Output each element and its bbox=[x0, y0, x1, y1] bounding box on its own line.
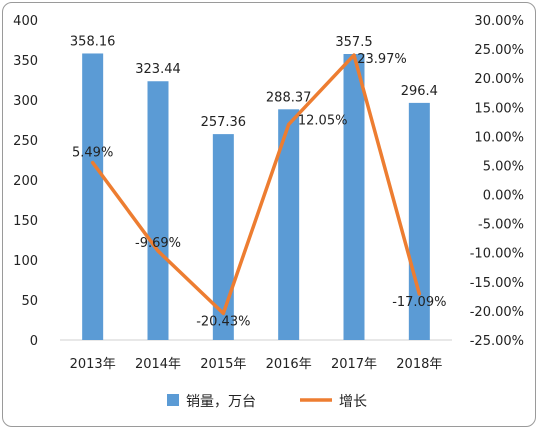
right-tick-label: 5.00% bbox=[483, 159, 524, 174]
left-tick-label: 50 bbox=[21, 294, 38, 309]
growth-value-label: -17.09% bbox=[392, 295, 446, 310]
growth-value-label: 23.97% bbox=[357, 52, 407, 67]
right-tick-label: 25.00% bbox=[474, 43, 524, 58]
left-tick-label: 400 bbox=[13, 14, 38, 29]
growth-point bbox=[221, 311, 225, 315]
legend: 销量，万台 增长 bbox=[167, 394, 367, 410]
right-tick-label: -15.00% bbox=[470, 276, 524, 291]
growth-line bbox=[90, 53, 422, 316]
right-tick-label: -5.00% bbox=[478, 218, 524, 233]
growth-value-label: 12.05% bbox=[298, 113, 348, 128]
growth-point bbox=[156, 249, 160, 253]
growth-point bbox=[287, 122, 291, 126]
x-axis: 2013年 2014年 2015年 2016年 2017年 2018年 bbox=[70, 357, 443, 372]
right-tick-label: 10.00% bbox=[474, 130, 524, 145]
x-tick-label: 2017年 bbox=[331, 357, 377, 372]
growth-point bbox=[417, 292, 421, 296]
bar-value-label: 358.16 bbox=[70, 34, 116, 49]
sales-bar bbox=[212, 134, 234, 340]
left-tick-label: 300 bbox=[13, 94, 38, 109]
right-y-axis: -25.00% -20.00% -15.00% -10.00% -5.00% 0.00% 5… bbox=[470, 14, 524, 349]
legend-bar-label: 销量，万台 bbox=[186, 394, 256, 410]
right-tick-label: 20.00% bbox=[474, 72, 524, 87]
growth-value-label: -20.43% bbox=[196, 314, 250, 329]
legend-line-label: 增长 bbox=[339, 394, 367, 410]
data-labels: 358.16 323.44 257.36 288.37 357.5 296.4 5.49% -… bbox=[70, 34, 447, 329]
left-tick-label: 150 bbox=[13, 214, 38, 229]
bar-value-label: 257.36 bbox=[201, 115, 247, 130]
right-tick-label: -20.00% bbox=[470, 305, 524, 320]
right-tick-label: 15.00% bbox=[474, 101, 524, 116]
sales-bar bbox=[147, 81, 169, 341]
growth-point bbox=[91, 161, 95, 165]
right-tick-label: -10.00% bbox=[470, 247, 524, 262]
sales-bars bbox=[82, 53, 430, 341]
growth-value-label: 5.49% bbox=[72, 146, 113, 161]
bar-value-label: 296.4 bbox=[401, 84, 438, 99]
left-tick-label: 100 bbox=[13, 254, 38, 269]
growth-value-label: -9.69% bbox=[135, 236, 181, 251]
x-tick-label: 2018年 bbox=[396, 357, 442, 372]
legend-bar-swatch bbox=[167, 394, 179, 406]
right-tick-label: 30.00% bbox=[474, 14, 524, 29]
left-y-axis: 0 50 100 150 200 250 300 350 400 bbox=[13, 14, 38, 349]
growth-line-series bbox=[90, 53, 422, 316]
sales-bar bbox=[82, 53, 104, 341]
growth-point bbox=[352, 53, 356, 57]
x-tick-label: 2013年 bbox=[70, 357, 116, 372]
left-tick-label: 250 bbox=[13, 134, 38, 149]
right-tick-label: 0.00% bbox=[483, 189, 524, 204]
left-tick-label: 350 bbox=[13, 54, 38, 69]
x-tick-label: 2014年 bbox=[135, 357, 181, 372]
right-tick-label: -25.00% bbox=[470, 334, 524, 349]
left-tick-label: 0 bbox=[30, 334, 38, 349]
bar-value-label: 288.37 bbox=[266, 90, 312, 105]
x-tick-label: 2016年 bbox=[266, 357, 312, 372]
bar-value-label: 323.44 bbox=[135, 62, 181, 77]
bar-value-label: 357.5 bbox=[335, 35, 372, 50]
sales-bar bbox=[278, 109, 300, 340]
sales-bar bbox=[343, 54, 365, 340]
left-tick-label: 200 bbox=[13, 174, 38, 189]
x-tick-label: 2015年 bbox=[200, 357, 246, 372]
